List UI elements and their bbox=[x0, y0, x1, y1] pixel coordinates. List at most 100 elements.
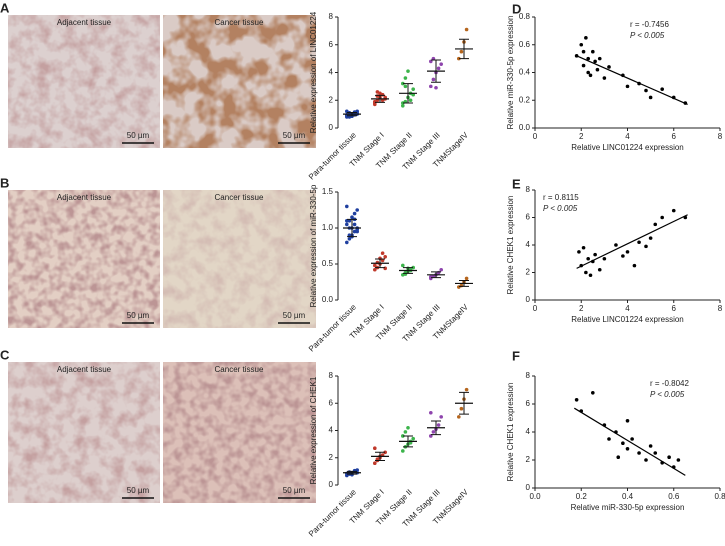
data-point bbox=[671, 208, 676, 213]
scale-bar-label: 50 µm bbox=[127, 311, 150, 320]
y-axis-label: Relative expression of LINC01224 bbox=[309, 11, 318, 133]
data-point bbox=[411, 436, 416, 441]
stat-r: r = 0.8115 bbox=[543, 193, 579, 202]
x-tick-label: 0 bbox=[533, 304, 538, 313]
data-point bbox=[584, 36, 588, 40]
image-label: Adjacent tissue bbox=[57, 365, 112, 374]
data-point bbox=[625, 419, 630, 423]
data-point bbox=[436, 423, 441, 427]
x-tick-label: 0.6 bbox=[668, 492, 680, 501]
data-point bbox=[431, 77, 436, 82]
data-point bbox=[625, 84, 630, 89]
data-point bbox=[653, 451, 658, 455]
y-tick-label: 8 bbox=[526, 185, 531, 194]
x-tick-label: 2 bbox=[579, 304, 584, 313]
y-tick-label: 0.6 bbox=[519, 40, 531, 49]
micrograph-texture bbox=[8, 190, 160, 328]
data-point bbox=[383, 254, 388, 259]
data-point bbox=[614, 243, 618, 247]
data-point bbox=[577, 250, 581, 254]
data-point bbox=[403, 84, 408, 89]
micrographs bbox=[8, 15, 316, 503]
data-point bbox=[350, 215, 354, 219]
error-bar bbox=[431, 59, 441, 83]
data-point bbox=[401, 101, 405, 105]
data-point bbox=[434, 85, 438, 90]
panel-letter: E bbox=[512, 176, 521, 191]
scale-bar-label: 50 µm bbox=[127, 131, 150, 140]
stat-r: r = -0.7456 bbox=[630, 20, 669, 29]
data-point bbox=[632, 263, 637, 268]
data-point bbox=[660, 215, 664, 220]
data-point bbox=[586, 56, 590, 61]
chart: F 0 2 4 6 8 Relative CHEK1 expression 0.0 0.2 0.4… bbox=[506, 348, 725, 512]
data-point bbox=[411, 265, 416, 270]
data-point bbox=[660, 87, 664, 91]
y-tick-label: 0 bbox=[526, 295, 531, 304]
data-point bbox=[375, 90, 380, 94]
data-point bbox=[345, 240, 349, 245]
data-point bbox=[676, 458, 681, 462]
y-tick-label: 4 bbox=[526, 240, 531, 249]
x-tick-label: 4 bbox=[625, 304, 630, 313]
chart: D 0.0 0.2 0.4 0.6 0.8 Relative miR-330-5p expr… bbox=[506, 1, 723, 152]
y-tick-label: 0.5 bbox=[322, 259, 334, 268]
data-point bbox=[380, 251, 385, 255]
error-bar bbox=[347, 218, 357, 238]
y-tick-label: 0.0 bbox=[322, 295, 334, 304]
data-point bbox=[602, 76, 607, 80]
x-tick-label: 2 bbox=[579, 132, 584, 141]
data-point bbox=[375, 94, 380, 98]
data-point bbox=[439, 62, 444, 66]
data-point bbox=[403, 430, 408, 434]
data-point bbox=[439, 415, 444, 419]
data-point bbox=[581, 245, 586, 250]
data-point bbox=[595, 67, 600, 72]
y-tick-label: 4 bbox=[526, 427, 531, 436]
data-point bbox=[597, 267, 602, 272]
chart: 0.0 0.5 1.0 1.5 Relative expression of miR-3… bbox=[307, 184, 473, 354]
error-bar bbox=[375, 451, 385, 461]
data-point bbox=[637, 451, 641, 455]
fit-line bbox=[576, 214, 688, 269]
error-bar bbox=[459, 391, 469, 415]
error-bar bbox=[459, 38, 469, 60]
panel-letter: F bbox=[512, 348, 520, 363]
data-point bbox=[401, 449, 405, 453]
stat-r: r = -0.8042 bbox=[650, 379, 689, 388]
data-point bbox=[401, 263, 405, 268]
x-tick-label: 8 bbox=[718, 304, 723, 313]
y-tick-label: 0.2 bbox=[519, 95, 531, 104]
y-tick-label: 0.4 bbox=[519, 68, 531, 77]
data-point bbox=[648, 236, 653, 240]
data-point bbox=[373, 446, 377, 451]
data-point bbox=[457, 415, 461, 419]
data-point bbox=[644, 244, 648, 249]
data-point bbox=[439, 267, 444, 272]
micrograph-texture bbox=[8, 362, 160, 503]
y-tick-label: 0 bbox=[329, 480, 334, 489]
data-point bbox=[625, 250, 630, 254]
data-point bbox=[593, 59, 597, 64]
data-point bbox=[579, 42, 584, 47]
scale-bar-label: 50 µm bbox=[283, 131, 306, 140]
y-axis-label: Relative expression of CHEK1 bbox=[309, 376, 318, 484]
y-tick-label: 4 bbox=[329, 426, 334, 435]
data-point bbox=[607, 65, 611, 69]
data-point bbox=[637, 240, 641, 245]
data-point bbox=[607, 437, 611, 441]
data-point bbox=[345, 222, 349, 227]
y-tick-label: 0.8 bbox=[519, 12, 531, 21]
y-tick-label: 6 bbox=[329, 398, 334, 407]
stat-p: P < 0.005 bbox=[543, 204, 578, 213]
micrograph-texture bbox=[163, 15, 316, 148]
data-point bbox=[457, 56, 461, 61]
y-tick-label: 6 bbox=[526, 399, 531, 408]
fit-line bbox=[574, 407, 686, 476]
y-tick-label: 2 bbox=[329, 95, 334, 104]
data-point bbox=[352, 229, 357, 234]
data-point bbox=[436, 66, 441, 71]
data-point bbox=[429, 275, 433, 279]
data-point bbox=[667, 455, 671, 460]
